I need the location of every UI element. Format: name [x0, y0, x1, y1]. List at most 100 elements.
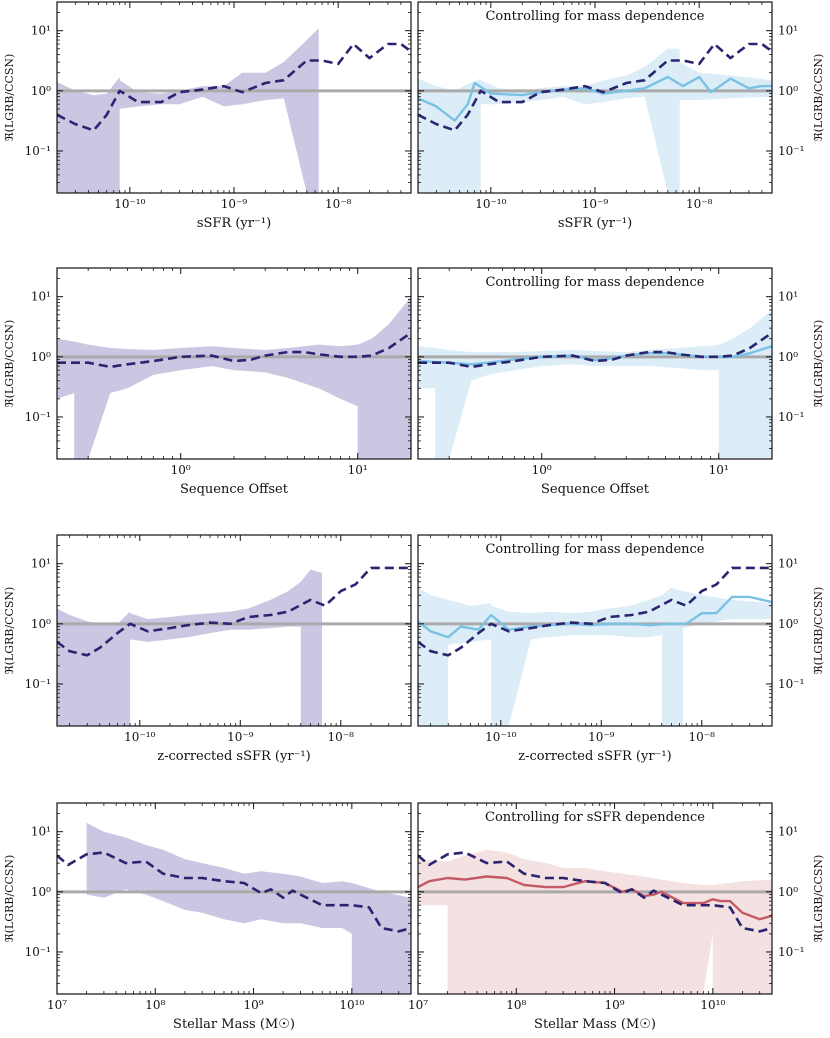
- y-tick-label: 10⁰: [31, 84, 51, 98]
- dashed-series-line: [418, 331, 772, 369]
- x-tick-label: 10⁻¹⁰: [475, 197, 506, 211]
- x-tick-label: 10¹: [709, 463, 729, 477]
- plot-area: [57, 28, 411, 193]
- x-tick-label: 10⁹: [244, 998, 264, 1012]
- plot-area: [418, 42, 772, 193]
- panel-row1-right: 10⁻¹⁰ 10⁻⁹ 10⁻⁸ 10⁻¹ 10⁰ 10¹ ℜ(LGRB/CCSN) sSFR …: [417, 1, 825, 231]
- dashed-series-line: [57, 851, 411, 933]
- y-tick-label: 10¹: [31, 290, 51, 304]
- x-tick-label: 10⁸: [506, 998, 526, 1012]
- x-tick-label: 10¹⁰: [700, 998, 725, 1012]
- y-tick-label: 10⁻¹: [778, 677, 804, 691]
- panel-row4-left: 10⁷ 10⁸ 10⁹ 10¹⁰ 10⁻¹ 10⁰ 10¹ ℜ(LGRB/CCSN) Stell…: [3, 802, 412, 1032]
- y-tick-label: 10⁰: [31, 617, 51, 631]
- plot-area: [57, 296, 411, 459]
- x-axis-label: z-corrected sSFR (yr⁻¹): [157, 749, 310, 764]
- y-axis-label: ℜ(LGRB/CCSN): [3, 587, 16, 675]
- plot-area: [418, 566, 772, 726]
- x-tick-label: 10⁻⁸: [328, 730, 355, 744]
- y-tick-label: 10⁻¹: [778, 410, 804, 424]
- y-tick-label: 10⁻¹: [778, 945, 804, 959]
- y-tick-label: 10⁰: [778, 885, 798, 899]
- y-tick-label: 10⁻¹: [25, 410, 51, 424]
- dashed-series-line: [418, 566, 772, 657]
- y-tick-label: 10⁻¹: [778, 144, 804, 158]
- panel-title: Controlling for sSFR dependence: [485, 810, 705, 825]
- x-tick-label: 10⁻⁹: [588, 730, 615, 744]
- x-tick-label: 10⁰: [171, 463, 191, 477]
- plot-area: [57, 566, 411, 726]
- y-tick-label: 10⁻¹: [25, 945, 51, 959]
- x-tick-label: 10⁻¹⁰: [485, 730, 516, 744]
- y-axis-label: ℜ(LGRB/CCSN): [3, 54, 16, 142]
- y-axis-label: ℜ(LGRB/CCSN): [3, 855, 16, 943]
- y-tick-label: 10⁰: [31, 350, 51, 364]
- y-tick-label: 10¹: [778, 557, 798, 571]
- confidence-band: [57, 296, 411, 459]
- panel-row1-left: 10⁻¹⁰ 10⁻⁹ 10⁻⁸ 10⁻¹ 10⁰ 10¹ ℜ(LGRB/CCSN) sSFR …: [3, 1, 412, 231]
- y-tick-label: 10¹: [31, 557, 51, 571]
- dashed-series-line: [57, 566, 411, 657]
- y-tick-label: 10¹: [31, 24, 51, 38]
- y-axis-label: ℜ(LGRB/CCSN): [812, 855, 825, 943]
- x-tick-label: 10⁻⁸: [689, 730, 716, 744]
- y-tick-label: 10⁻¹: [25, 677, 51, 691]
- y-tick-label: 10¹: [31, 825, 51, 839]
- y-tick-label: 10⁰: [778, 84, 798, 98]
- panel-row3-right: 10⁻¹⁰ 10⁻⁹ 10⁻⁸ 10⁻¹ 10⁰ 10¹ ℜ(LGRB/CCSN) z-cor…: [417, 534, 825, 764]
- solid-series-line: [418, 75, 772, 122]
- confidence-band: [57, 569, 322, 726]
- confidence-band: [418, 849, 772, 994]
- y-axis-label: ℜ(LGRB/CCSN): [812, 587, 825, 675]
- y-tick-label: 10¹: [778, 290, 798, 304]
- axes-frame: [56, 802, 412, 995]
- plot-area: [57, 822, 411, 994]
- x-tick-label: 10⁻⁹: [221, 197, 248, 211]
- axes-frame: [56, 534, 412, 727]
- panel-row3-left: 10⁻¹⁰ 10⁻⁹ 10⁻⁸ 10⁻¹ 10⁰ 10¹ ℜ(LGRB/CCSN) z-cor…: [3, 534, 412, 764]
- x-tick-label: 10⁻⁸: [325, 197, 352, 211]
- x-axis-label: sSFR (yr⁻¹): [558, 216, 632, 231]
- x-tick-label: 10⁸: [145, 998, 165, 1012]
- dashed-series-line: [57, 331, 411, 369]
- x-tick-label: 10⁻⁸: [686, 197, 713, 211]
- panel-row2-left: 10⁰ 10¹ 10⁻¹ 10⁰ 10¹ ℜ(LGRB/CCSN) Sequence Off…: [3, 267, 412, 497]
- panel-title: Controlling for mass dependence: [485, 9, 704, 24]
- panel-row2-right: 10⁰ 10¹ 10⁻¹ 10⁰ 10¹ ℜ(LGRB/CCSN) Sequence Off…: [417, 267, 825, 497]
- confidence-band: [418, 587, 772, 726]
- x-tick-label: 10⁷: [47, 998, 67, 1012]
- x-tick-label: 10⁻¹⁰: [114, 197, 145, 211]
- dashed-series-line: [57, 42, 411, 132]
- panel-title: Controlling for mass dependence: [485, 542, 704, 557]
- x-axis-label: Stellar Mass (M☉): [534, 1017, 656, 1032]
- x-axis-label: Stellar Mass (M☉): [173, 1017, 295, 1032]
- y-tick-label: 10⁻¹: [25, 144, 51, 158]
- y-tick-label: 10¹: [778, 24, 798, 38]
- y-tick-label: 10⁰: [778, 350, 798, 364]
- x-axis-label: Sequence Offset: [180, 482, 289, 497]
- panel-title: Controlling for mass dependence: [485, 275, 704, 290]
- plot-area: [418, 849, 772, 994]
- confidence-band: [57, 28, 319, 193]
- x-axis-label: z-corrected sSFR (yr⁻¹): [518, 749, 671, 764]
- confidence-band: [418, 48, 772, 193]
- dashed-series-line: [418, 851, 772, 933]
- solid-series-line: [418, 595, 772, 639]
- panel-row4-right: 10⁷ 10⁸ 10⁹ 10¹⁰ 10⁻¹ 10⁰ 10¹ ℜ(LGRB/CCSN) Stell…: [408, 802, 825, 1032]
- confidence-band: [418, 310, 772, 459]
- confidence-band: [86, 822, 411, 994]
- plot-area: [418, 310, 772, 459]
- x-tick-label: 10⁰: [532, 463, 552, 477]
- dashed-series-line: [418, 42, 772, 132]
- x-tick-label: 10¹⁰: [339, 998, 364, 1012]
- y-axis-label: ℜ(LGRB/CCSN): [812, 54, 825, 142]
- x-axis-label: Sequence Offset: [541, 482, 650, 497]
- y-axis-label: ℜ(LGRB/CCSN): [3, 320, 16, 408]
- x-tick-label: 10⁷: [408, 998, 428, 1012]
- x-tick-label: 10⁹: [605, 998, 625, 1012]
- y-tick-label: 10⁰: [31, 885, 51, 899]
- axes-frame: [417, 534, 773, 727]
- x-tick-label: 10⁻⁹: [582, 197, 609, 211]
- y-tick-label: 10⁰: [778, 617, 798, 631]
